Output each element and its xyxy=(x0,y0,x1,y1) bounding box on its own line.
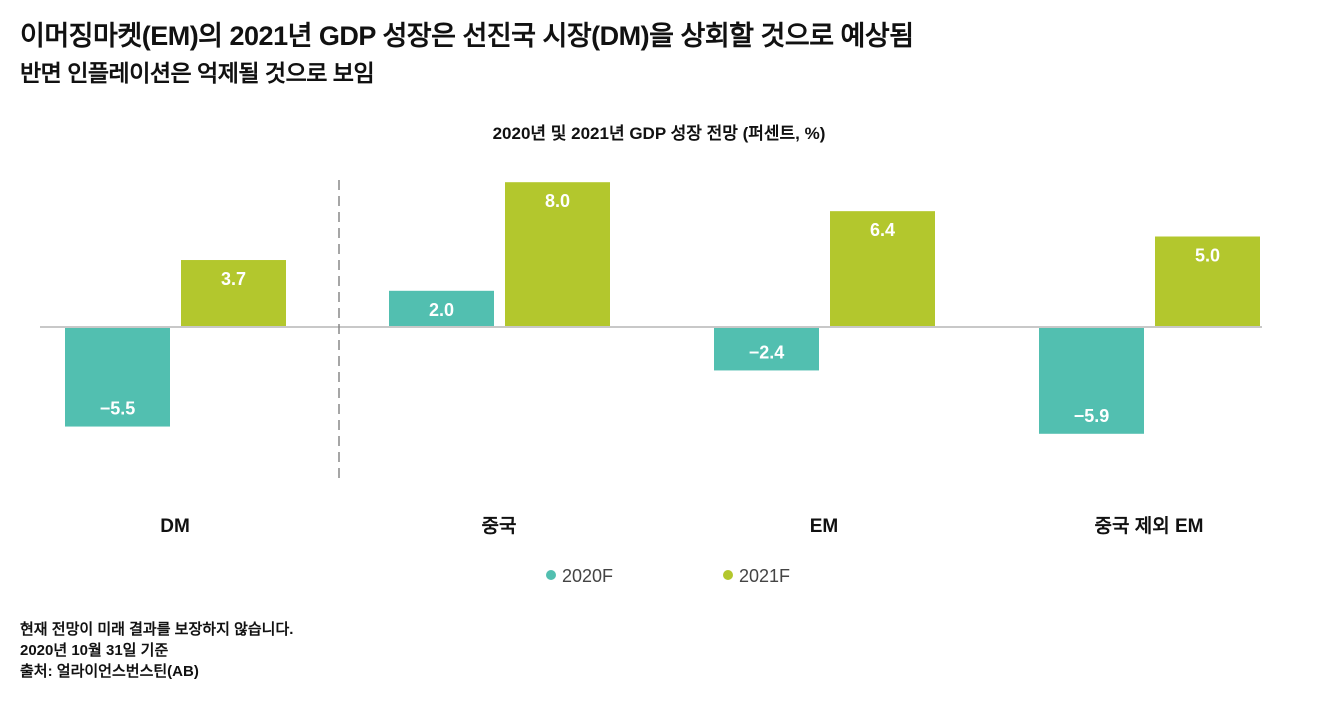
data-label: 5.0 xyxy=(1195,246,1220,266)
legend-marker-2021F xyxy=(723,570,733,580)
page-title: 이머징마켓(EM)의 2021년 GDP 성장은 선진국 시장(DM)을 상회할… xyxy=(20,21,914,51)
data-label: 6.4 xyxy=(870,220,895,240)
category-label: EM xyxy=(810,516,839,537)
bar-chart: −5.5 3.7 DM 2.0 8.0 중국 −2.4 6.4 EM −5.9 5.0 중국 제외 E… xyxy=(40,180,1262,586)
bar-2020F-1 xyxy=(389,290,494,327)
bar-2020F-0 xyxy=(65,327,170,427)
data-label: 3.7 xyxy=(221,269,246,289)
data-label: −5.5 xyxy=(100,399,136,419)
data-label: 8.0 xyxy=(545,191,570,211)
data-label: −5.9 xyxy=(1074,406,1110,426)
bar-2021F-2 xyxy=(830,211,935,327)
legend-label: 2021F xyxy=(739,566,790,586)
bar-2021F-3 xyxy=(1155,236,1260,327)
date-note: 2020년 10월 31일 기준 xyxy=(20,642,169,659)
page-subtitle: 반면 인플레이션은 억제될 것으로 보임 xyxy=(20,60,375,86)
bar-2021F-1 xyxy=(505,182,610,327)
bar-2020F-3 xyxy=(1039,327,1144,434)
category-label: 중국 제외 EM xyxy=(1095,515,1204,537)
category-label: 중국 xyxy=(482,516,517,537)
footnotes: 현재 전망이 미래 결과를 보장하지 않습니다. 2020년 10월 31일 기… xyxy=(20,619,293,682)
disclaimer-note: 현재 전망이 미래 결과를 보장하지 않습니다. xyxy=(20,621,294,638)
bar-2020F-2 xyxy=(714,327,819,371)
legend-label: 2020F xyxy=(562,566,613,586)
chart-title: 2020년 및 2021년 GDP 성장 전망 (퍼센트, %) xyxy=(492,124,826,143)
legend-marker-2020F xyxy=(546,570,556,580)
data-label: −2.4 xyxy=(749,342,785,362)
bar-2021F-0 xyxy=(181,260,286,327)
data-label: 2.0 xyxy=(429,300,454,320)
source-note: 출처: 얼라이언스번스틴(AB) xyxy=(20,663,199,680)
category-label: DM xyxy=(160,516,190,537)
